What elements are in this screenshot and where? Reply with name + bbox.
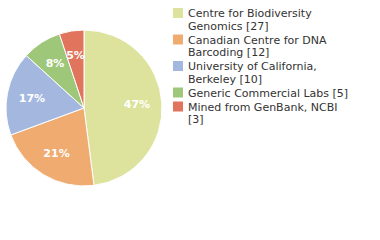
data-label: 5% xyxy=(66,49,85,62)
legend-swatch xyxy=(173,35,183,45)
legend-swatch xyxy=(173,61,183,71)
pie-slice xyxy=(84,30,162,185)
legend-label: Generic Commercial Labs [5] xyxy=(188,87,348,100)
data-label: 8% xyxy=(46,57,65,70)
legend-label: University of California,Berkeley [10] xyxy=(188,60,317,86)
pie xyxy=(6,30,162,186)
data-label: 47% xyxy=(124,98,150,111)
legend-label: Centre for BiodiversityGenomics [27] xyxy=(188,7,312,33)
legend: Centre for BiodiversityGenomics [27]Cana… xyxy=(173,7,348,126)
legend-swatch xyxy=(173,8,183,18)
data-label: 21% xyxy=(43,147,69,160)
data-labels: 47% 21% 17% 8%5% xyxy=(19,49,150,160)
legend-swatch xyxy=(173,88,183,98)
legend-label: Canadian Centre for DNABarcoding [12] xyxy=(188,34,327,60)
chart: 47% 21% 17% 8%5% Centre for BiodiversityGeno… xyxy=(0,0,380,240)
legend-swatch xyxy=(173,102,183,112)
data-label: 17% xyxy=(19,92,45,105)
legend-label: Mined from GenBank, NCBI[3] xyxy=(188,101,337,127)
